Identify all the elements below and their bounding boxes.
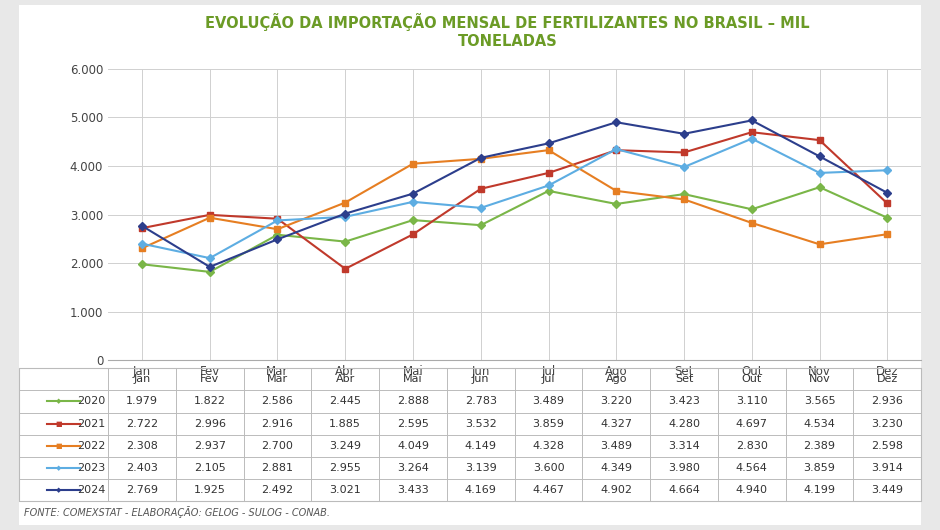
Text: 1.885: 1.885 [329,419,361,429]
Text: 4.149: 4.149 [464,440,496,450]
Text: 3.230: 3.230 [871,419,903,429]
Text: Fev: Fev [200,374,219,384]
Text: 2.445: 2.445 [329,396,361,407]
Text: ■: ■ [55,421,62,427]
Text: 4.328: 4.328 [533,440,565,450]
Text: 1.822: 1.822 [194,396,226,407]
Text: Nov: Nov [808,374,830,384]
Text: 4.327: 4.327 [601,419,633,429]
Text: Set: Set [675,374,693,384]
Text: 2.595: 2.595 [397,419,429,429]
Text: ■: ■ [55,443,62,448]
Text: 2.916: 2.916 [261,419,293,429]
Text: 3.859: 3.859 [533,419,564,429]
Text: 4.169: 4.169 [465,485,496,495]
Text: 2022: 2022 [77,440,106,450]
Text: Ago: Ago [605,374,627,384]
Text: 2.586: 2.586 [261,396,293,407]
Text: 3.449: 3.449 [871,485,903,495]
Text: 1.925: 1.925 [194,485,226,495]
Text: 2.769: 2.769 [126,485,158,495]
Text: FONTE: COMEXSTAT - ELABORAÇÃO: GELOG - SULOG - CONAB.: FONTE: COMEXSTAT - ELABORAÇÃO: GELOG - S… [24,506,330,518]
Text: Mai: Mai [403,374,423,384]
Text: 2.783: 2.783 [464,396,496,407]
Text: 2.105: 2.105 [194,463,226,473]
Text: 4.940: 4.940 [736,485,768,495]
Text: 3.249: 3.249 [329,440,361,450]
Text: 2.403: 2.403 [126,463,158,473]
Text: 4.467: 4.467 [533,485,565,495]
Text: 3.139: 3.139 [465,463,496,473]
Text: 4.280: 4.280 [668,419,700,429]
Text: 3.859: 3.859 [804,463,836,473]
Text: 2023: 2023 [77,463,106,473]
Text: 3.433: 3.433 [397,485,429,495]
Text: 3.021: 3.021 [329,485,361,495]
Text: 1.979: 1.979 [126,396,158,407]
Text: 2020: 2020 [77,396,106,407]
Text: 2.936: 2.936 [871,396,903,407]
Text: 3.314: 3.314 [668,440,700,450]
Text: Abr: Abr [336,374,355,384]
Text: 4.697: 4.697 [736,419,768,429]
Text: 3.565: 3.565 [804,396,836,407]
Text: 2.996: 2.996 [194,419,226,429]
Text: Out: Out [742,374,762,384]
Text: Jun: Jun [472,374,490,384]
Text: ◆: ◆ [56,465,61,471]
Text: 2.492: 2.492 [261,485,293,495]
Text: 4.902: 4.902 [601,485,633,495]
Text: 3.220: 3.220 [601,396,633,407]
Text: 2.700: 2.700 [261,440,293,450]
Text: 4.534: 4.534 [804,419,836,429]
Text: 2.308: 2.308 [126,440,158,450]
Text: 2.598: 2.598 [871,440,903,450]
Text: ◆: ◆ [56,399,61,404]
Text: 4.349: 4.349 [601,463,633,473]
Text: Jan: Jan [133,374,150,384]
Text: ◆: ◆ [56,487,61,493]
Text: 2024: 2024 [77,485,106,495]
Text: 2.830: 2.830 [736,440,768,450]
Text: 2.389: 2.389 [804,440,836,450]
Text: 4.664: 4.664 [668,485,700,495]
Text: 4.199: 4.199 [804,485,836,495]
Text: 2.722: 2.722 [126,419,158,429]
Text: 2.881: 2.881 [261,463,293,473]
Text: 3.489: 3.489 [533,396,565,407]
Text: 3.600: 3.600 [533,463,564,473]
Text: 2.955: 2.955 [329,463,361,473]
Text: 3.264: 3.264 [397,463,429,473]
Text: 2.937: 2.937 [194,440,226,450]
Text: 2021: 2021 [77,419,106,429]
Text: EVOLUÇÃO DA IMPORTAÇÃO MENSAL DE FERTILIZANTES NO BRASIL – MIL
TONELADAS: EVOLUÇÃO DA IMPORTAÇÃO MENSAL DE FERTILI… [205,13,810,49]
Text: 3.532: 3.532 [465,419,496,429]
Text: 4.564: 4.564 [736,463,768,473]
Text: 3.110: 3.110 [736,396,768,407]
Text: 3.489: 3.489 [601,440,633,450]
Text: Jul: Jul [541,374,556,384]
Text: 3.914: 3.914 [871,463,903,473]
Text: 3.980: 3.980 [668,463,700,473]
Text: 4.049: 4.049 [397,440,429,450]
Text: Mar: Mar [267,374,288,384]
Text: Dez: Dez [877,374,898,384]
Text: 2.888: 2.888 [397,396,429,407]
Text: 3.423: 3.423 [668,396,700,407]
